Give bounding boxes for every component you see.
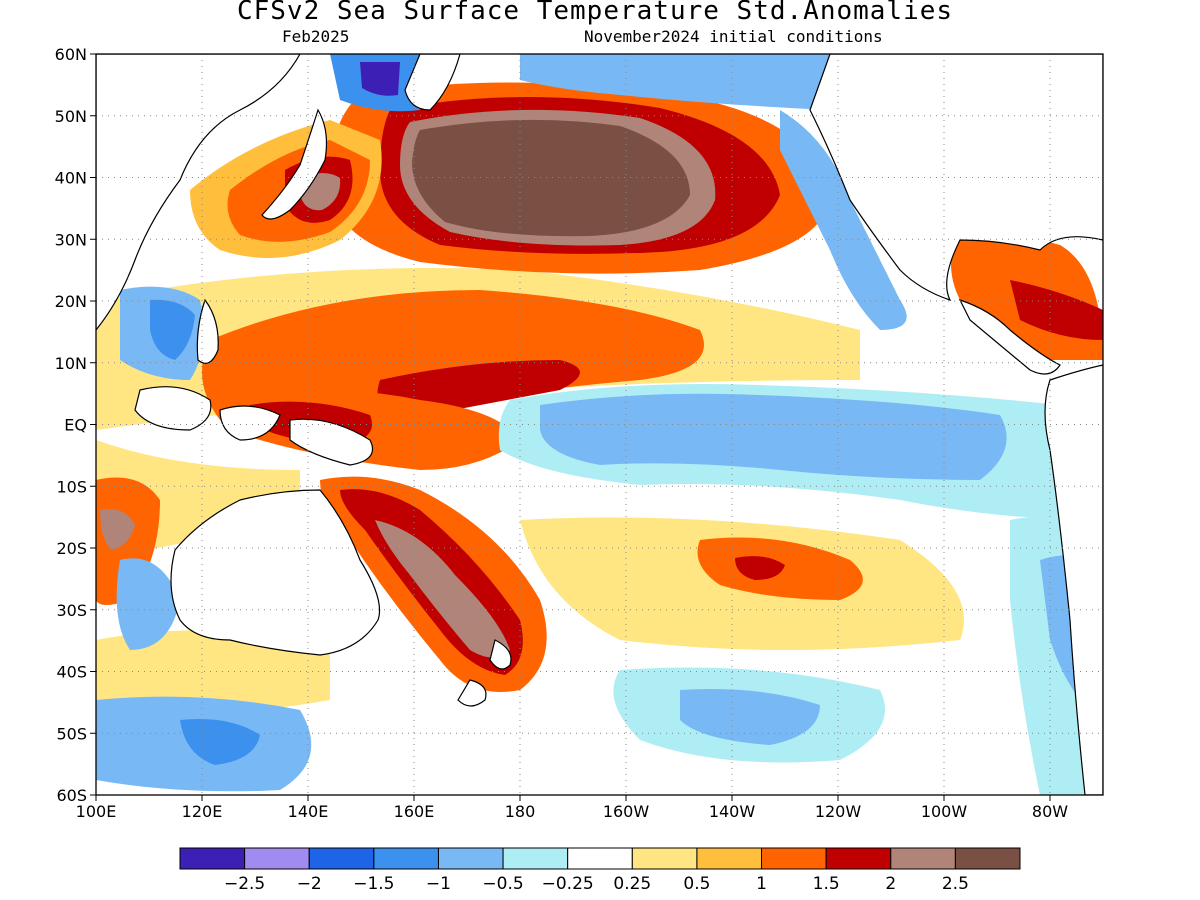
lon-tick-label: 80W [1032, 802, 1068, 821]
colorbar-swatch [373, 847, 439, 870]
colorbar: −2.5 −2 −1.5 −1 −0.5 −0.25 0.25 0.5 1 1.5 2 2.5 [179, 847, 1021, 894]
lat-tick-label: EQ [64, 416, 87, 435]
colorbar-label: −1.5 [353, 874, 394, 894]
colorbar-swatch [437, 847, 504, 870]
lat-tick-label: 60S [56, 786, 87, 805]
lat-tick-label: 50N [55, 107, 87, 126]
lat-tick-label: 50S [56, 724, 87, 743]
colorbar-swatch [179, 847, 246, 870]
valid-month-label: Feb2025 [282, 27, 350, 46]
colorbar-swatch [761, 847, 827, 870]
lat-tick-label: 60N [55, 45, 87, 64]
lon-tick-label: 100E [76, 802, 117, 821]
map-title: CFSv2 Sea Surface Temperature Std.Anomal… [236, 0, 954, 26]
colorbar-label: −0.5 [482, 874, 523, 894]
lon-tick-label: 140W [709, 802, 756, 821]
lat-tick-label: 30N [55, 230, 87, 249]
colorbar-label: −1 [426, 874, 451, 894]
land-masses [96, 54, 1103, 795]
colorbar-label: 0.5 [683, 874, 710, 894]
colorbar-swatch [631, 847, 698, 870]
colorbar-swatch [890, 847, 956, 870]
colorbar-label: 0.25 [613, 874, 651, 894]
colorbar-swatch [502, 847, 569, 870]
lat-tick-label: 20N [55, 292, 87, 311]
colorbar-label: 1.5 [813, 874, 840, 894]
colorbar-swatch [567, 847, 633, 870]
colorbar-swatch [244, 847, 310, 870]
lon-tick-label: 160W [603, 802, 650, 821]
initial-conditions-label: November2024 initial conditions [584, 27, 883, 46]
colorbar-label: −2 [297, 874, 322, 894]
lat-tick-label: 40N [55, 169, 87, 188]
colorbar-label: 2 [885, 874, 896, 894]
lon-tick-label: 120W [815, 802, 862, 821]
lat-tick-label: 30S [56, 601, 87, 620]
lon-tick-label: 140E [288, 802, 329, 821]
colorbar-label: −2.5 [224, 874, 265, 894]
colorbar-swatch [308, 847, 375, 870]
colorbar-swatch [825, 847, 892, 870]
colorbar-swatch [954, 847, 1021, 870]
colorbar-swatch [696, 847, 763, 870]
colorbar-label: 2.5 [942, 874, 969, 894]
longitude-axis: 100E 120E 140E 160E 180 160W 140W 120W 100W 80W [76, 795, 1068, 821]
lon-tick-label: 120E [182, 802, 223, 821]
lat-tick-label: 10N [55, 354, 87, 373]
colorbar-label: 1 [756, 874, 767, 894]
lon-tick-label: 100W [921, 802, 968, 821]
lat-tick-label: 40S [56, 663, 87, 682]
lon-tick-label: 160E [394, 802, 435, 821]
latitude-axis: 60N 50N 40N 30N 20N 10N EQ 10S 20S 30S 40S 50S 60S [55, 45, 96, 805]
lon-tick-label: 180 [505, 802, 536, 821]
lat-tick-label: 20S [56, 539, 87, 558]
lat-tick-label: 10S [56, 477, 87, 496]
anomaly-field [96, 54, 1103, 795]
colorbar-label: −0.25 [542, 874, 594, 894]
